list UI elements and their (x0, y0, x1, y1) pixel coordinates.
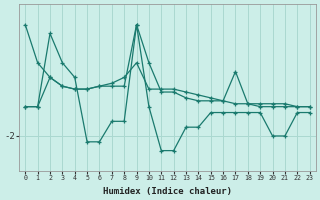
X-axis label: Humidex (Indice chaleur): Humidex (Indice chaleur) (103, 187, 232, 196)
